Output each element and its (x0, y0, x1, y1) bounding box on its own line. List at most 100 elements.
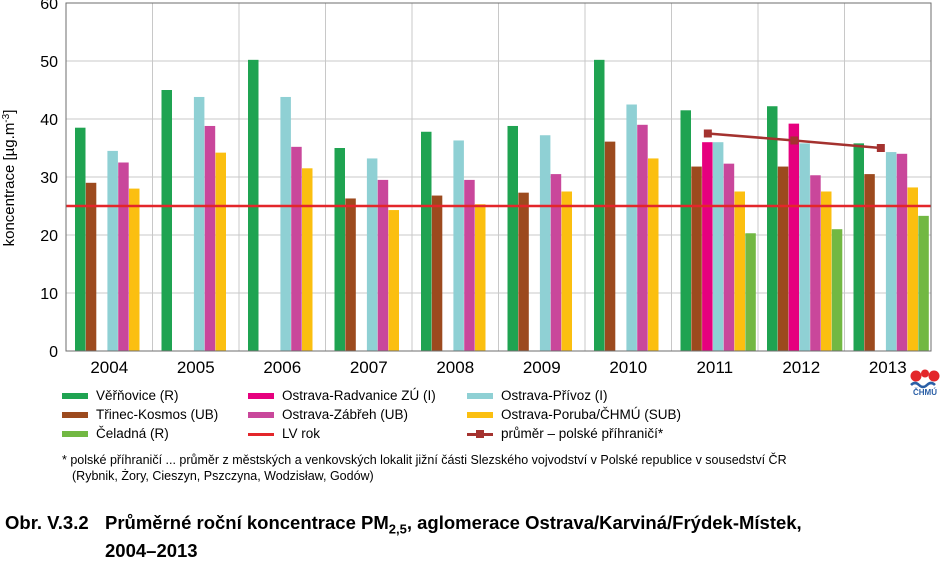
y-tick-label: 30 (40, 170, 58, 187)
legend-item: Ostrava-Poruba/ČHMÚ (SUB) (467, 407, 681, 423)
bar-2012-6 (831, 229, 843, 351)
bar-2011-6 (745, 233, 756, 351)
legend-swatch (248, 412, 274, 418)
footnote: * polské příhraničí ... průměr z městský… (62, 452, 932, 484)
legend-item: Třinec-Kosmos (UB) (62, 407, 218, 423)
caption-text-1: Průměrné roční koncentrace PM (105, 512, 389, 533)
x-tick-label: 2007 (350, 358, 388, 377)
legend-label: Ostrava-Zábřeh (UB) (282, 407, 409, 422)
bar-2011-0 (680, 110, 691, 351)
bar-2004-5 (129, 188, 140, 351)
bar-2006-5 (302, 168, 313, 351)
bar-2005-0 (161, 90, 172, 351)
plot-frame (65, 2, 932, 352)
legend-swatch (62, 431, 88, 437)
bar-2008-3 (453, 140, 464, 351)
bar-2012-5 (821, 191, 832, 351)
bar-2012-2 (788, 123, 800, 351)
bar-2008-5 (475, 204, 486, 351)
y-tick-label: 50 (40, 54, 58, 71)
legend-item: průměr – polské příhraničí* (467, 426, 663, 442)
bar-2005-5 (215, 152, 226, 351)
chart-lines (66, 129, 931, 208)
x-tick-label: 2008 (436, 358, 474, 377)
bar-2011-2 (702, 142, 713, 351)
bar-2008-0 (421, 131, 432, 351)
bar-2012-3 (799, 143, 810, 351)
bar-2004-0 (75, 127, 86, 351)
x-tick-label: 2013 (869, 358, 907, 377)
polish-average-point (876, 144, 885, 152)
x-tick-label: 2012 (782, 358, 820, 377)
x-tick-label: 2010 (609, 358, 647, 377)
y-axis-label-sup: -3 (1, 113, 12, 122)
legend-swatch (467, 412, 493, 418)
legend-label: Třinec-Kosmos (UB) (96, 407, 219, 422)
caption-line-2: 2004–2013 (105, 539, 198, 561)
bar-2005-4 (204, 125, 216, 352)
legend-swatch (248, 432, 274, 436)
legend-item: Ostrava-Radvanice ZÚ (I) (248, 388, 436, 404)
legend-label: Ostrava-Poruba/ČHMÚ (SUB) (501, 407, 682, 422)
y-axis-label: koncentrace [µg.m-3] (1, 110, 19, 247)
bar-2011-4 (723, 163, 735, 351)
bar-2013-1 (864, 174, 875, 351)
y-tick-label: 40 (40, 112, 58, 129)
bar-2012-0 (767, 106, 778, 352)
bar-2013-0 (853, 143, 864, 351)
bar-2009-5 (561, 191, 572, 351)
x-tick-label: 2005 (177, 358, 215, 377)
bar-2012-4 (810, 175, 821, 351)
bar-2012-1 (777, 166, 789, 351)
caption-text-2: , aglomerace Ostrava/Karviná/Frýdek-Míst… (406, 512, 802, 533)
bar-2010-5 (648, 158, 659, 351)
chmu-logo-text: ČHMÚ (913, 388, 937, 397)
bar-2006-3 (280, 96, 291, 352)
legend-item: Ostrava-Zábřeh (UB) (248, 407, 408, 423)
bar-2009-3 (539, 135, 551, 351)
y-tick-label: 0 (49, 344, 58, 361)
legend-item: Ostrava-Přívoz (I) (467, 388, 608, 404)
bar-2013-5 (907, 187, 918, 351)
footnote-line-1: * polské příhraničí ... průměr z městský… (62, 453, 787, 467)
bar-2004-4 (118, 162, 129, 351)
legend-label: Ostrava-Přívoz (I) (501, 388, 608, 403)
bar-2008-1 (431, 195, 443, 351)
legend-item: Čeladná (R) (62, 426, 169, 442)
bar-2011-3 (712, 142, 724, 351)
bar-2010-1 (604, 141, 616, 351)
bar-2010-4 (637, 124, 648, 351)
bar-2007-1 (345, 198, 356, 351)
legend-swatch (467, 393, 493, 399)
legend-label: Ostrava-Radvanice ZÚ (I) (282, 388, 436, 403)
legend-swatch (62, 412, 88, 418)
legend-swatch (248, 393, 274, 399)
polish-average-point (790, 136, 799, 145)
bar-2013-6 (918, 215, 929, 351)
legend-item: Věřňovice (R) (62, 388, 179, 404)
bar-2004-1 (85, 182, 97, 351)
legend-label: LV rok (282, 426, 321, 441)
chmu-logo: ČHMÚ (908, 368, 942, 398)
legend-item: LV rok (248, 426, 320, 442)
legend-label: průměr – polské příhraničí* (501, 426, 664, 441)
legend-swatch (62, 393, 88, 399)
polish-average-point (703, 129, 712, 138)
legend-swatch (467, 429, 493, 438)
bar-2006-4 (291, 146, 302, 351)
legend-label: Čeladná (R) (96, 426, 169, 441)
bar-2011-1 (691, 166, 702, 351)
bar-2013-3 (885, 152, 897, 351)
x-tick-label: 2009 (523, 358, 561, 377)
x-tick-label: 2004 (90, 358, 128, 377)
bar-2007-0 (334, 148, 345, 351)
bar-2008-4 (464, 179, 475, 351)
caption-subscript: 2,5 (388, 521, 407, 537)
x-tick-label: 2006 (263, 358, 301, 377)
bar-2007-3 (366, 158, 378, 351)
chart-axes: 0 10 20 30 40 50 60 2004 2005 2006 2007 2008 2009 201… (40, 0, 932, 377)
bar-2009-1 (518, 192, 529, 351)
bar-2007-4 (377, 179, 389, 351)
y-tick-label: 20 (40, 228, 58, 245)
figure-caption: Obr. V.3.2 Průměrné roční koncentrace PM2… (5, 512, 802, 561)
